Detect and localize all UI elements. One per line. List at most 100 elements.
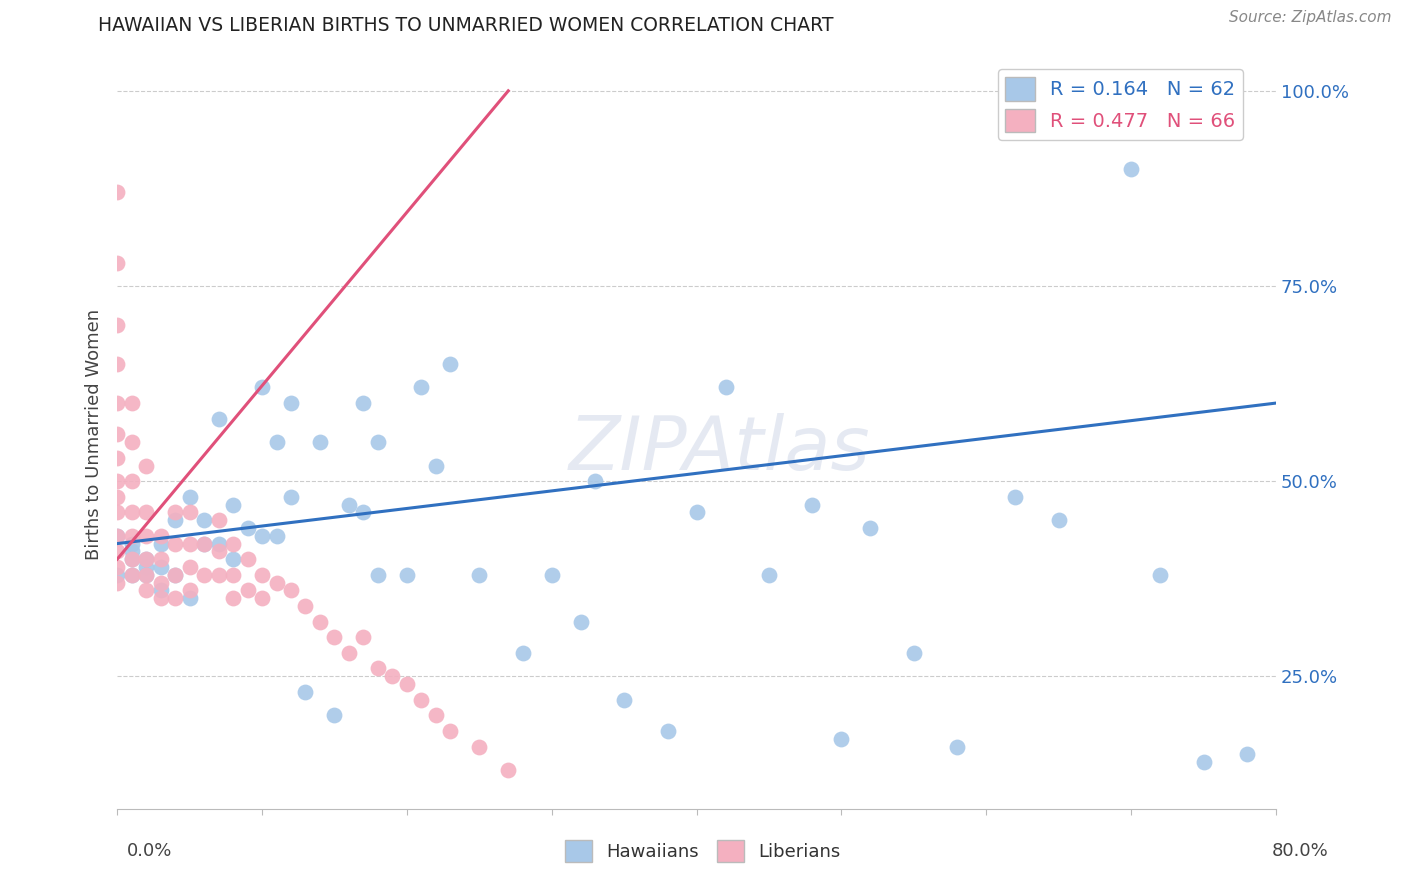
Point bbox=[367, 567, 389, 582]
Point bbox=[540, 567, 562, 582]
Point bbox=[165, 505, 187, 519]
Point bbox=[222, 591, 245, 606]
Point bbox=[105, 529, 128, 543]
Point bbox=[250, 380, 273, 394]
Point bbox=[165, 567, 187, 582]
Point bbox=[222, 552, 245, 566]
Point bbox=[121, 536, 143, 550]
Point bbox=[149, 575, 172, 590]
Point bbox=[105, 474, 128, 488]
Point bbox=[280, 490, 302, 504]
Point bbox=[512, 646, 534, 660]
Point bbox=[583, 474, 606, 488]
Point bbox=[121, 396, 143, 410]
Point bbox=[105, 490, 128, 504]
Point bbox=[135, 552, 157, 566]
Point bbox=[411, 692, 433, 706]
Point bbox=[222, 536, 245, 550]
Point bbox=[121, 435, 143, 450]
Point bbox=[135, 583, 157, 598]
Point bbox=[149, 560, 172, 574]
Point bbox=[1192, 755, 1215, 769]
Point bbox=[135, 552, 157, 566]
Point bbox=[121, 552, 143, 566]
Point bbox=[105, 560, 128, 574]
Point bbox=[266, 435, 288, 450]
Point bbox=[337, 498, 360, 512]
Point bbox=[165, 513, 187, 527]
Text: 80.0%: 80.0% bbox=[1272, 842, 1329, 860]
Point bbox=[439, 357, 461, 371]
Point bbox=[121, 567, 143, 582]
Point bbox=[179, 591, 201, 606]
Point bbox=[149, 591, 172, 606]
Point bbox=[121, 567, 143, 582]
Point bbox=[207, 567, 229, 582]
Point bbox=[179, 505, 201, 519]
Point bbox=[685, 505, 707, 519]
Point bbox=[758, 567, 780, 582]
Point bbox=[105, 567, 128, 582]
Legend: Hawaiians, Liberians: Hawaiians, Liberians bbox=[558, 833, 848, 870]
Point bbox=[266, 575, 288, 590]
Point bbox=[135, 505, 157, 519]
Point bbox=[425, 708, 447, 723]
Point bbox=[830, 731, 852, 746]
Point bbox=[222, 567, 245, 582]
Point bbox=[280, 583, 302, 598]
Point bbox=[1119, 161, 1142, 176]
Point bbox=[498, 763, 520, 777]
Point bbox=[367, 435, 389, 450]
Point bbox=[250, 529, 273, 543]
Point bbox=[105, 396, 128, 410]
Point bbox=[165, 567, 187, 582]
Point bbox=[323, 630, 346, 644]
Point bbox=[105, 186, 128, 200]
Point bbox=[395, 677, 418, 691]
Point bbox=[1149, 567, 1171, 582]
Point bbox=[179, 583, 201, 598]
Point bbox=[105, 318, 128, 332]
Point bbox=[207, 544, 229, 558]
Point bbox=[236, 552, 259, 566]
Point bbox=[425, 458, 447, 473]
Point bbox=[105, 575, 128, 590]
Point bbox=[105, 427, 128, 442]
Point bbox=[165, 536, 187, 550]
Point bbox=[367, 661, 389, 675]
Point bbox=[250, 567, 273, 582]
Point bbox=[323, 708, 346, 723]
Point bbox=[149, 529, 172, 543]
Point bbox=[381, 669, 404, 683]
Point bbox=[179, 490, 201, 504]
Point bbox=[121, 474, 143, 488]
Point bbox=[179, 560, 201, 574]
Point bbox=[352, 630, 374, 644]
Point bbox=[105, 529, 128, 543]
Point bbox=[135, 529, 157, 543]
Point bbox=[236, 583, 259, 598]
Point bbox=[801, 498, 824, 512]
Point bbox=[135, 560, 157, 574]
Point bbox=[135, 567, 157, 582]
Point bbox=[613, 692, 636, 706]
Point bbox=[266, 529, 288, 543]
Point bbox=[193, 567, 215, 582]
Legend: R = 0.164   N = 62, R = 0.477   N = 66: R = 0.164 N = 62, R = 0.477 N = 66 bbox=[998, 70, 1243, 140]
Point bbox=[714, 380, 737, 394]
Point bbox=[207, 411, 229, 425]
Y-axis label: Births to Unmarried Women: Births to Unmarried Women bbox=[86, 309, 103, 560]
Point bbox=[1236, 747, 1258, 762]
Point bbox=[149, 583, 172, 598]
Point bbox=[280, 396, 302, 410]
Point bbox=[105, 357, 128, 371]
Point bbox=[179, 536, 201, 550]
Point bbox=[193, 536, 215, 550]
Point bbox=[395, 567, 418, 582]
Text: HAWAIIAN VS LIBERIAN BIRTHS TO UNMARRIED WOMEN CORRELATION CHART: HAWAIIAN VS LIBERIAN BIRTHS TO UNMARRIED… bbox=[98, 16, 834, 35]
Point bbox=[121, 544, 143, 558]
Point bbox=[439, 723, 461, 738]
Text: Source: ZipAtlas.com: Source: ZipAtlas.com bbox=[1229, 11, 1392, 25]
Point bbox=[207, 513, 229, 527]
Point bbox=[222, 498, 245, 512]
